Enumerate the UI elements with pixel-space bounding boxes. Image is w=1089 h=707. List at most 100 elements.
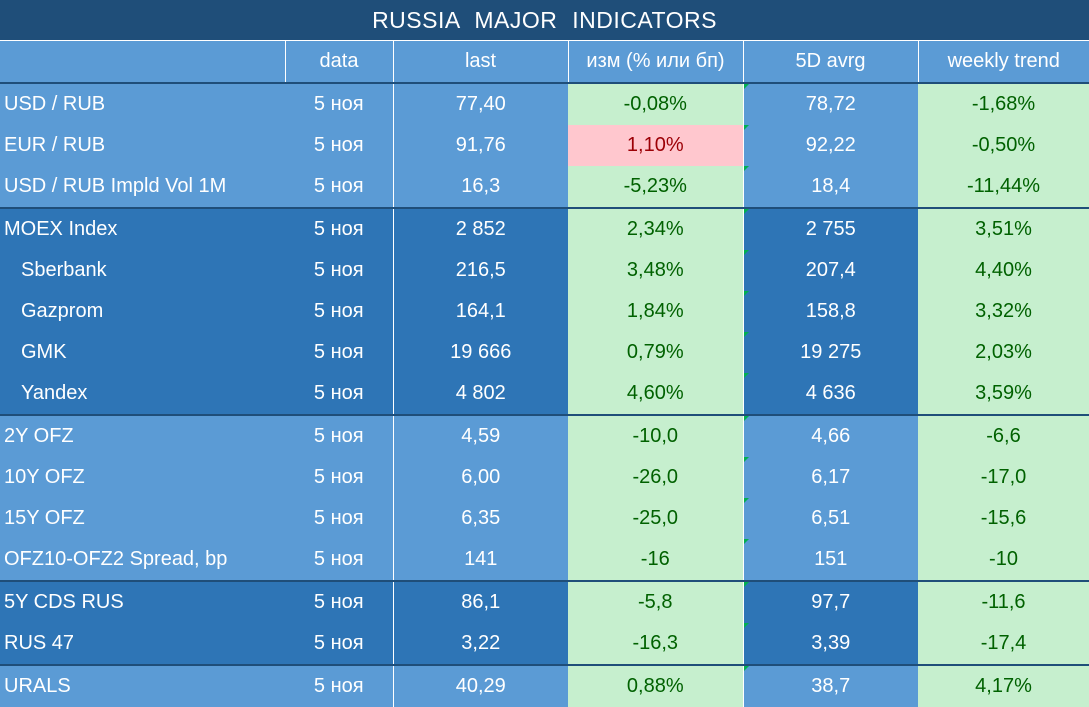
row-5d-avg[interactable]: 92,22 <box>742 125 918 166</box>
row-name[interactable]: Sberbank <box>0 250 285 291</box>
row-date[interactable]: 5 ноя <box>285 83 393 125</box>
row-weekly-trend[interactable]: -15,6 <box>918 498 1089 539</box>
row-change[interactable]: 1,10% <box>568 125 743 166</box>
row-date[interactable]: 5 ноя <box>285 250 393 291</box>
row-date[interactable]: 5 ноя <box>285 498 393 539</box>
row-weekly-trend[interactable]: -10 <box>918 539 1089 582</box>
row-date[interactable]: 5 ноя <box>285 373 393 416</box>
row-weekly-trend[interactable]: -6,6 <box>918 415 1089 457</box>
row-weekly-trend[interactable]: -1,68% <box>918 83 1089 125</box>
row-date[interactable]: 5 ноя <box>285 166 393 209</box>
row-5d-avg[interactable]: 6,51 <box>742 498 918 539</box>
row-name[interactable]: 15Y OFZ <box>0 498 285 539</box>
row-weekly-trend[interactable]: -17,0 <box>918 457 1089 498</box>
row-weekly-trend[interactable]: 4,40% <box>918 250 1089 291</box>
row-last[interactable]: 40,29 <box>392 665 568 707</box>
row-change[interactable]: 4,60% <box>568 373 743 416</box>
row-5d-avg[interactable]: 4 636 <box>742 373 918 416</box>
row-5d-avg[interactable]: 3,39 <box>742 623 918 666</box>
row-last[interactable]: 6,00 <box>392 457 568 498</box>
row-last[interactable]: 4 802 <box>392 373 568 416</box>
row-last[interactable]: 86,1 <box>392 581 568 623</box>
row-date[interactable]: 5 ноя <box>285 623 393 666</box>
row-last[interactable]: 77,40 <box>392 83 568 125</box>
row-name[interactable]: 10Y OFZ <box>0 457 285 498</box>
row-weekly-trend[interactable]: -11,44% <box>918 166 1089 209</box>
row-weekly-trend[interactable]: 3,59% <box>918 373 1089 416</box>
row-weekly-trend[interactable]: 4,17% <box>918 665 1089 707</box>
row-5d-avg[interactable]: 2 755 <box>742 208 918 250</box>
row-name[interactable]: GMK <box>0 332 285 373</box>
row-date[interactable]: 5 ноя <box>285 332 393 373</box>
row-last[interactable]: 164,1 <box>392 291 568 332</box>
row-last[interactable]: 2 852 <box>392 208 568 250</box>
row-change[interactable]: -25,0 <box>568 498 743 539</box>
row-name[interactable]: MOEX Index <box>0 208 285 250</box>
row-weekly-trend[interactable]: -0,50% <box>918 125 1089 166</box>
row-change[interactable]: -16,3 <box>568 623 743 666</box>
row-5d-avg[interactable]: 4,66 <box>742 415 918 457</box>
row-date[interactable]: 5 ноя <box>285 665 393 707</box>
row-date-text: 5 ноя <box>313 507 364 529</box>
row-change[interactable]: 1,84% <box>568 291 743 332</box>
row-change[interactable]: 0,79% <box>568 332 743 373</box>
row-weekly-trend[interactable]: 3,51% <box>918 208 1089 250</box>
row-change[interactable]: -5,8 <box>568 581 743 623</box>
row-weekly-trend[interactable]: 3,32% <box>918 291 1089 332</box>
row-name-text: MOEX Index <box>4 218 118 240</box>
row-5d-avg[interactable]: 207,4 <box>742 250 918 291</box>
row-5d-avg-text: 92,22 <box>805 134 856 156</box>
row-name[interactable]: Gazprom <box>0 291 285 332</box>
row-5d-avg[interactable]: 38,7 <box>742 665 918 707</box>
row-date[interactable]: 5 ноя <box>285 208 393 250</box>
row-name[interactable]: Yandex <box>0 373 285 416</box>
row-weekly-trend[interactable]: -17,4 <box>918 623 1089 666</box>
row-last[interactable]: 6,35 <box>392 498 568 539</box>
row-name[interactable]: OFZ10-OFZ2 Spread, bp <box>0 539 285 582</box>
row-last[interactable]: 216,5 <box>392 250 568 291</box>
row-5d-avg[interactable]: 18,4 <box>742 166 918 209</box>
row-change[interactable]: -16 <box>568 539 743 582</box>
row-name[interactable]: 2Y OFZ <box>0 415 285 457</box>
row-date[interactable]: 5 ноя <box>285 125 393 166</box>
row-last[interactable]: 3,22 <box>392 623 568 666</box>
row-change[interactable]: -10,0 <box>568 415 743 457</box>
row-date[interactable]: 5 ноя <box>285 539 393 582</box>
row-name[interactable]: EUR / RUB <box>0 125 285 166</box>
row-5d-avg[interactable]: 158,8 <box>742 291 918 332</box>
table-row: Gazprom 5 ноя 164,1 1,84% 158,8 3,32% <box>0 291 1089 332</box>
row-change[interactable]: 3,48% <box>568 250 743 291</box>
row-weekly-trend-text: 3,59% <box>975 382 1032 404</box>
row-5d-avg[interactable]: 97,7 <box>742 581 918 623</box>
cell-indicator-icon <box>744 539 749 544</box>
row-name[interactable]: RUS 47 <box>0 623 285 666</box>
row-date[interactable]: 5 ноя <box>285 291 393 332</box>
row-name[interactable]: USD / RUB Impld Vol 1M <box>0 166 285 209</box>
row-change[interactable]: -0,08% <box>568 83 743 125</box>
row-name[interactable]: USD / RUB <box>0 83 285 125</box>
row-name[interactable]: 5Y CDS RUS <box>0 581 285 623</box>
row-last[interactable]: 16,3 <box>392 166 568 209</box>
row-5d-avg[interactable]: 151 <box>742 539 918 582</box>
row-last[interactable]: 4,59 <box>392 415 568 457</box>
row-date[interactable]: 5 ноя <box>285 457 393 498</box>
row-last[interactable]: 141 <box>392 539 568 582</box>
row-last[interactable]: 91,76 <box>392 125 568 166</box>
row-name[interactable]: URALS <box>0 665 285 707</box>
row-last[interactable]: 19 666 <box>392 332 568 373</box>
row-5d-avg[interactable]: 78,72 <box>742 83 918 125</box>
row-change[interactable]: 0,88% <box>568 665 743 707</box>
row-change[interactable]: 2,34% <box>568 208 743 250</box>
row-change-text: -0,08% <box>623 93 687 115</box>
row-5d-avg[interactable]: 19 275 <box>742 332 918 373</box>
row-weekly-trend[interactable]: 2,03% <box>918 332 1089 373</box>
row-weekly-trend[interactable]: -11,6 <box>918 581 1089 623</box>
row-date[interactable]: 5 ноя <box>285 581 393 623</box>
row-last-text: 16,3 <box>461 175 501 197</box>
row-5d-avg[interactable]: 6,17 <box>742 457 918 498</box>
row-change[interactable]: -5,23% <box>568 166 743 209</box>
row-date[interactable]: 5 ноя <box>285 415 393 457</box>
row-change[interactable]: -26,0 <box>568 457 743 498</box>
row-change-text: -5,23% <box>623 175 687 197</box>
